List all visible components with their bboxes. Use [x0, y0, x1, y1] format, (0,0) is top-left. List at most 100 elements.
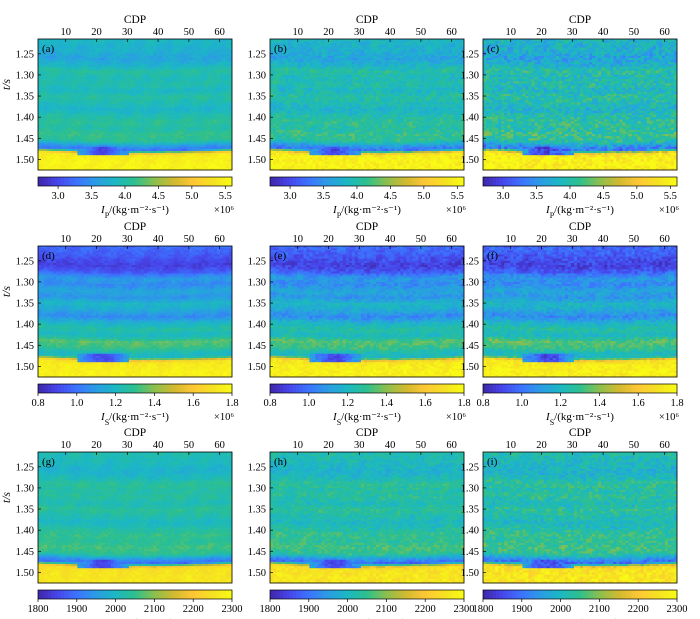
y-tick-label: 1.35 — [248, 505, 266, 516]
x-axis-title: CDP — [569, 221, 591, 233]
x-axis-title: CDP — [569, 427, 591, 439]
colorbar-tick-label: 4.5 — [384, 191, 397, 202]
heatmap-panel: 10 20 30 40 50 60CDP1.251.301.351.401.451.50(… — [461, 221, 684, 427]
y-tick-label: 1.35 — [461, 505, 479, 516]
heatmap-cells — [270, 39, 464, 170]
y-tick-label: 1.50 — [461, 568, 479, 579]
colorbar-tick-label: 1.8 — [670, 398, 683, 409]
colorbar-tick-label: 0.8 — [31, 398, 44, 409]
heatmap-panel: 10 20 30 40 50 60CDP1.251.301.351.401.451.50(… — [248, 14, 467, 220]
colorbar-tick-label: 5.5 — [219, 191, 232, 202]
colorbar-multiplier: ×10⁶ — [446, 205, 466, 216]
colorbar-multiplier: ×10⁶ — [659, 205, 679, 216]
x-tick-label: 50 — [416, 234, 427, 245]
x-tick-label: 40 — [598, 440, 609, 451]
colorbar-multiplier: ×10⁶ — [214, 205, 234, 216]
x-tick-label: 20 — [91, 27, 102, 38]
colorbar-tick-label: 1800 — [473, 604, 494, 615]
y-tick-label: 1.50 — [248, 362, 266, 373]
colorbar: 3.0 3.5 4.0 4.5 5.0 5.5IP/(kg·m⁻²·s⁻¹) ×10⁶ — [38, 177, 234, 220]
y-tick-label: 1.40 — [16, 320, 34, 331]
heatmap-panel: 10 20 30 40 50 60CDP1.251.301.351.401.451.50(… — [248, 427, 475, 619]
y-tick-label: 1.40 — [248, 526, 266, 537]
x-tick-label: 50 — [629, 234, 640, 245]
panel-letter: (h) — [274, 456, 287, 468]
x-tick-label: 20 — [536, 440, 547, 451]
colorbar-tick-label: 1.8 — [457, 398, 470, 409]
colorbar-label: IP/(kg·m⁻²·s⁻¹) — [332, 204, 401, 220]
x-tick-label: 60 — [659, 234, 670, 245]
x-tick-label: 60 — [659, 27, 670, 38]
y-tick-label: 1.25 — [248, 49, 266, 60]
y-tick-label: 1.50 — [248, 568, 266, 579]
x-axis-title: CDP — [356, 427, 378, 439]
x-tick-label: 40 — [598, 234, 609, 245]
colorbar-tick-label: 2000 — [550, 604, 571, 615]
colorbar-tick-label: 1.4 — [380, 398, 394, 409]
x-tick-label: 20 — [323, 440, 334, 451]
colorbar-tick-label: 2200 — [628, 604, 649, 615]
colorbar-multiplier: ×10⁶ — [214, 412, 234, 423]
figure: 10 20 30 40 50 60CDP1.251.301.351.401.451.50t… — [0, 0, 700, 619]
y-tick-label: 1.25 — [461, 462, 479, 473]
colorbar: 3.0 3.5 4.0 4.5 5.0 5.5IP/(kg·m⁻²·s⁻¹) ×10⁶ — [270, 177, 466, 220]
colorbar-tick-label: 1.4 — [593, 398, 607, 409]
panel-letter: (c) — [487, 43, 500, 55]
colorbar-tick-label: 1.4 — [148, 398, 162, 409]
x-axis-title: CDP — [124, 221, 146, 233]
colorbar-tick-label: 1.0 — [302, 398, 315, 409]
y-tick-label: 1.30 — [248, 277, 266, 288]
x-tick-label: 60 — [214, 234, 225, 245]
y-tick-label: 1.45 — [248, 547, 266, 558]
colorbar-label: IS/(kg·m⁻²·s⁻¹) — [100, 411, 169, 427]
y-tick-label: 1.35 — [16, 92, 34, 103]
x-axis-title: CDP — [124, 427, 146, 439]
colorbar-tick-label: 5.5 — [451, 191, 464, 202]
panel-letter: (i) — [487, 456, 498, 468]
colorbar-multiplier: ×10⁶ — [659, 412, 679, 423]
colorbar-tick-label: 3.0 — [497, 191, 510, 202]
heatmap-cells — [38, 39, 232, 170]
colorbar-tick-label: 2000 — [337, 604, 358, 615]
colorbar-label: IP/(kg·m⁻²·s⁻¹) — [545, 204, 614, 220]
colorbar-tick-label: 4.5 — [597, 191, 610, 202]
colorbar-tick-label: 3.0 — [52, 191, 65, 202]
x-tick-label: 10 — [292, 440, 303, 451]
x-tick-label: 30 — [567, 234, 578, 245]
colorbar-tick-label: 1.2 — [554, 398, 567, 409]
x-tick-label: 30 — [354, 234, 365, 245]
y-tick-label: 1.45 — [461, 547, 479, 558]
y-tick-label: 1.25 — [16, 49, 34, 60]
y-tick-label: 1.30 — [16, 70, 34, 81]
x-tick-label: 30 — [122, 234, 133, 245]
y-tick-label: 1.40 — [248, 320, 266, 331]
panel-letter: (f) — [487, 250, 498, 262]
y-tick-label: 1.35 — [248, 299, 266, 310]
colorbar-label: IS/(kg·m⁻²·s⁻¹) — [332, 411, 401, 427]
x-tick-label: 60 — [214, 440, 225, 451]
y-tick-label: 1.45 — [16, 134, 34, 145]
y-tick-label: 1.50 — [461, 362, 479, 373]
colorbar-tick-label: 4.0 — [350, 191, 363, 202]
y-tick-label: 1.30 — [461, 70, 479, 81]
heatmap-panel: 10 20 30 40 50 60CDP1.251.301.351.401.451.50(… — [248, 221, 471, 427]
y-tick-label: 1.30 — [16, 483, 34, 494]
x-tick-label: 40 — [598, 27, 609, 38]
heatmap-panel: 10 20 30 40 50 60CDP1.251.301.351.401.451.50t… — [1, 14, 234, 220]
panel-letter: (e) — [274, 250, 287, 262]
x-tick-label: 10 — [292, 234, 303, 245]
colorbar-tick-label: 2100 — [376, 604, 397, 615]
x-tick-label: 20 — [91, 234, 102, 245]
colorbar-tick-label: 2300 — [222, 604, 243, 615]
y-tick-label: 1.35 — [248, 92, 266, 103]
x-axis-title: CDP — [356, 14, 378, 26]
x-tick-label: 10 — [505, 27, 516, 38]
x-axis-title: CDP — [124, 14, 146, 26]
x-tick-label: 30 — [354, 27, 365, 38]
x-tick-label: 30 — [122, 440, 133, 451]
x-tick-label: 10 — [60, 27, 71, 38]
colorbar-tick-label: 1.2 — [341, 398, 354, 409]
colorbar-tick-label: 2000 — [105, 604, 126, 615]
y-tick-label: 1.25 — [248, 256, 266, 267]
colorbar-tick-label: 5.0 — [630, 191, 643, 202]
